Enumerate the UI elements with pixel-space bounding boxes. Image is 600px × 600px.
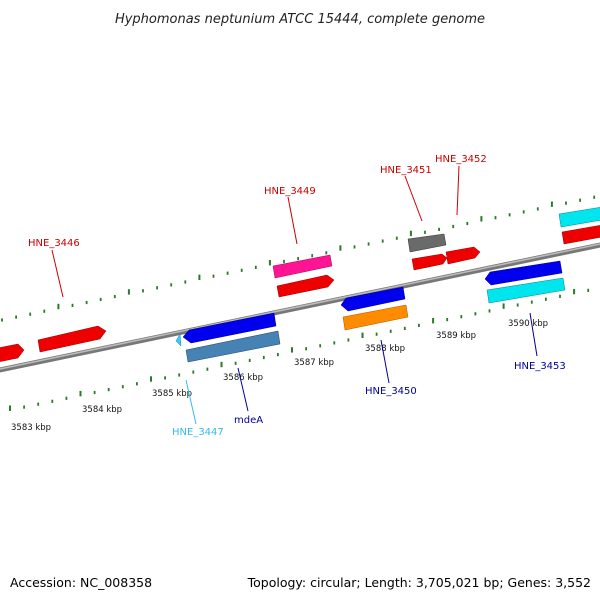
upper-tick-track <box>1 195 596 322</box>
gene-arrow-forward-red[interactable] <box>276 274 335 298</box>
gene-label-hne-3447[interactable]: HNE_3447 <box>172 427 224 438</box>
gene-label-hne-3453[interactable]: HNE_3453 <box>514 361 566 372</box>
genome-backbone <box>0 242 600 373</box>
label-leaders <box>51 165 538 425</box>
gene-arrow-hne-3450[interactable] <box>342 304 409 331</box>
gene-arrow-hne-3447[interactable] <box>175 333 182 347</box>
genome-backbone-highlight <box>0 243 600 370</box>
tick-label: 3587 kbp <box>294 358 334 368</box>
gene-arrow-mdea[interactable] <box>185 330 281 363</box>
tick-label: 3589 kbp <box>436 331 476 341</box>
map-title: Hyphomonas neptunium ATCC 15444, complet… <box>115 12 485 27</box>
gene-label-hne-3449[interactable]: HNE_3449 <box>264 186 316 197</box>
gene-arrow-forward-red-2[interactable] <box>411 253 448 271</box>
gene-arrow-hne-3446[interactable] <box>37 325 107 353</box>
reverse-genes <box>175 260 566 363</box>
gene-arrow-hne-3452[interactable] <box>445 246 481 265</box>
gene-arrow-reverse-blue-2[interactable] <box>340 286 406 312</box>
tick-label: 3590 kbp <box>508 319 548 329</box>
genome-summary-text: Topology: circular; Length: 3,705,021 bp… <box>247 575 591 590</box>
gene-arrow-forward-red-3[interactable] <box>561 225 600 245</box>
tick-labels: 3583 kbp 3584 kbp 3585 kbp 3586 kbp 3587… <box>11 319 548 433</box>
gene-arrow-reverse-blue[interactable] <box>182 312 277 344</box>
gene-arrow-reverse-blue-3[interactable] <box>484 260 563 286</box>
gene-label-hne-3446[interactable]: HNE_3446 <box>28 238 80 249</box>
gene-label-hne-3452[interactable]: HNE_3452 <box>435 154 487 165</box>
gene-arrow-hne-3453[interactable] <box>486 277 566 304</box>
gene-label-hne-3450[interactable]: HNE_3450 <box>365 386 417 397</box>
gene-label-mdea[interactable]: mdeA <box>234 415 263 426</box>
gene-arrow-forward-cyan[interactable] <box>558 207 600 228</box>
gene-arrow-left-edge[interactable] <box>0 343 25 362</box>
gene-arrow-hne-3451[interactable] <box>407 233 447 253</box>
forward-genes <box>0 207 600 362</box>
tick-label: 3584 kbp <box>82 405 122 415</box>
tick-label: 3583 kbp <box>11 423 51 433</box>
tick-label: 3586 kbp <box>223 373 263 383</box>
accession-text: Accession: NC_008358 <box>10 575 153 590</box>
lower-tick-track <box>9 288 590 411</box>
gene-arrow-hne-3449[interactable] <box>272 254 333 279</box>
gene-label-hne-3451[interactable]: HNE_3451 <box>380 165 432 176</box>
tick-label: 3588 kbp <box>365 344 405 354</box>
gene-labels: HNE_3446 HNE_3449 HNE_3451 HNE_3452 HNE_… <box>28 154 566 438</box>
tick-label: 3585 kbp <box>152 389 192 399</box>
